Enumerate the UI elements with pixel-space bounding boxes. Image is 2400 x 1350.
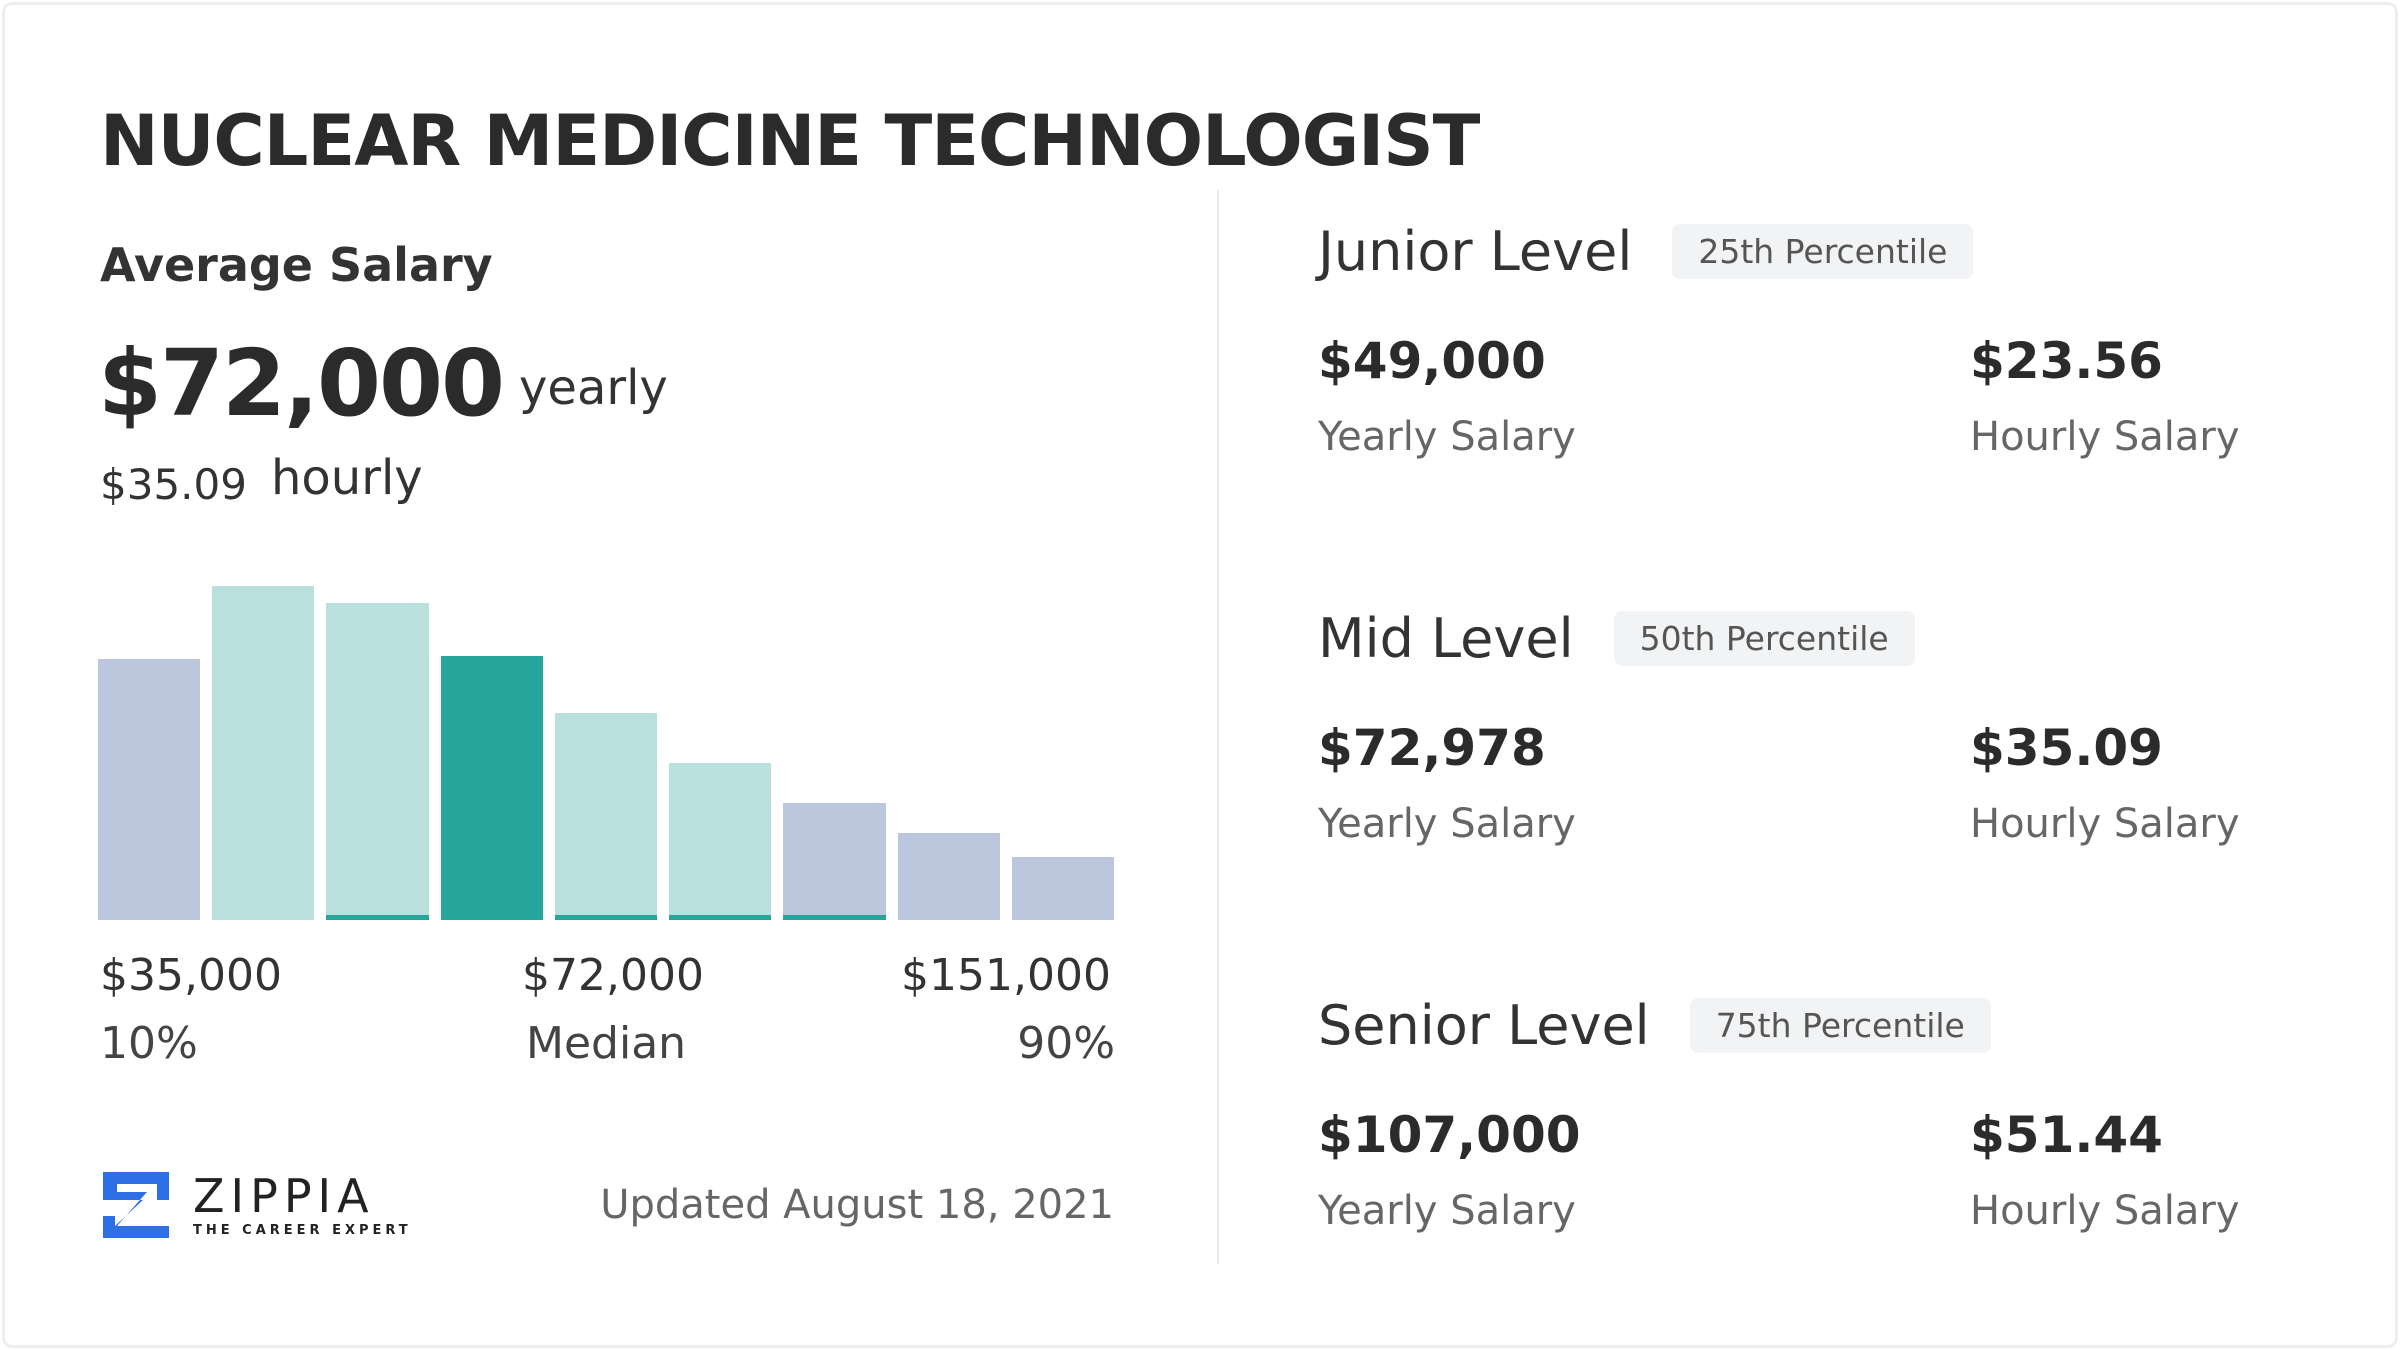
hourly-label: hourly bbox=[271, 450, 423, 506]
chart-bar bbox=[554, 712, 658, 920]
level-name: Senior Level bbox=[1318, 994, 1650, 1057]
level-name: Mid Level bbox=[1318, 607, 1574, 670]
level-yearly-value: $107,000 bbox=[1318, 1106, 1581, 1164]
chart-bar bbox=[1011, 856, 1114, 920]
page-title: NUCLEAR MEDICINE TECHNOLOGIST bbox=[100, 100, 1480, 182]
label-high-value: $151,000 bbox=[901, 950, 1111, 1001]
chart-bar bbox=[440, 656, 543, 920]
average-salary-heading: Average Salary bbox=[100, 238, 493, 292]
average-yearly-value: $72,000 bbox=[98, 330, 505, 437]
level-header: Mid Level 50th Percentile bbox=[1318, 607, 1915, 670]
level-header: Senior Level 75th Percentile bbox=[1318, 994, 1991, 1057]
label-median-value: $72,000 bbox=[522, 950, 704, 1001]
label-median-caption: Median bbox=[526, 1018, 687, 1069]
label-high-caption: 90% bbox=[1017, 1018, 1115, 1069]
brand-tagline: THE CAREER EXPERT bbox=[193, 1222, 412, 1238]
chart-bar bbox=[783, 803, 886, 920]
zippia-logo-icon bbox=[103, 1172, 169, 1238]
chart-bar bbox=[98, 659, 201, 920]
chart-bar bbox=[669, 763, 772, 920]
chart-bar bbox=[897, 833, 1000, 920]
label-low-value: $35,000 bbox=[100, 950, 282, 1001]
level-yearly-label: Yearly Salary bbox=[1318, 1188, 1576, 1234]
level-yearly-label: Yearly Salary bbox=[1318, 801, 1576, 847]
divider bbox=[1217, 190, 1219, 1264]
average-hourly-value: $35.09 bbox=[100, 460, 247, 509]
level-yearly-value: $49,000 bbox=[1318, 332, 1546, 390]
level-hourly-label: Hourly Salary bbox=[1970, 801, 2240, 847]
zippia-logo: ZIPPIA THE CAREER EXPERT bbox=[103, 1172, 412, 1238]
level-yearly-value: $72,978 bbox=[1318, 719, 1546, 777]
updated-date: Updated August 18, 2021 bbox=[600, 1182, 1114, 1228]
level-header: Junior Level 25th Percentile bbox=[1318, 220, 1974, 283]
percentile-badge: 25th Percentile bbox=[1672, 224, 1974, 279]
level-hourly-value: $35.09 bbox=[1970, 719, 2163, 777]
level-name: Junior Level bbox=[1318, 220, 1633, 283]
yearly-label: yearly bbox=[519, 360, 668, 416]
level-yearly-label: Yearly Salary bbox=[1318, 414, 1576, 460]
brand-name: ZIPPIA bbox=[193, 1168, 375, 1223]
percentile-badge: 50th Percentile bbox=[1613, 611, 1915, 666]
chart-bar bbox=[212, 586, 315, 920]
level-hourly-label: Hourly Salary bbox=[1970, 414, 2240, 460]
level-hourly-label: Hourly Salary bbox=[1970, 1188, 2240, 1234]
label-low-caption: 10% bbox=[100, 1018, 198, 1069]
level-hourly-value: $51.44 bbox=[1970, 1106, 2163, 1164]
chart-bar bbox=[326, 602, 429, 920]
salary-distribution-chart bbox=[98, 560, 1114, 920]
level-hourly-value: $23.56 bbox=[1970, 332, 2163, 390]
percentile-badge: 75th Percentile bbox=[1689, 998, 1991, 1053]
